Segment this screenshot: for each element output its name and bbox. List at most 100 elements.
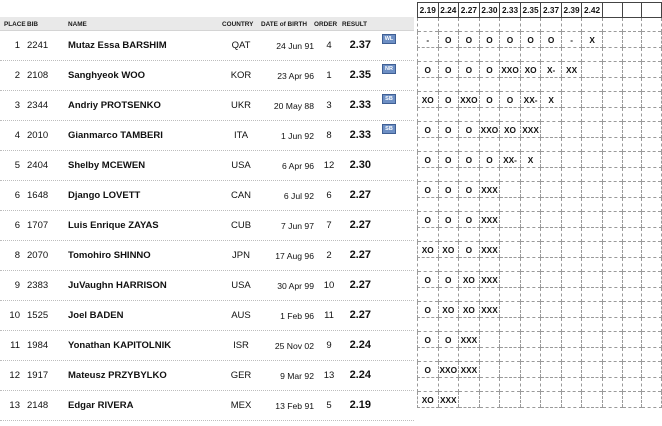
attempt-cell: O — [458, 61, 480, 78]
attempt-cell — [601, 61, 623, 78]
attempt-cell: XX- — [499, 151, 521, 168]
attempt-cell — [641, 31, 662, 48]
attempt-cell — [478, 361, 500, 378]
jump-order: 5 — [326, 400, 332, 411]
jump-order: 1 — [326, 70, 332, 81]
attempt-cell — [519, 271, 541, 288]
date-of-birth: 7 Jun 97 — [281, 221, 314, 231]
first-name: JuVaughn — [68, 280, 114, 291]
spacer-cell — [621, 107, 642, 122]
spacer-cell — [458, 107, 480, 122]
attempt-cell — [581, 361, 603, 378]
spacer-cell — [560, 47, 582, 62]
spacer-cell — [437, 47, 459, 62]
spacer-cell — [621, 227, 642, 242]
spacer-cell — [601, 317, 623, 332]
attempt-cell — [560, 241, 582, 258]
spacer-cell — [437, 17, 459, 32]
spacer-cell — [458, 347, 480, 362]
country-code: AUS — [231, 310, 251, 321]
spacer-cell — [560, 257, 582, 272]
spacer-cell — [601, 257, 623, 272]
attempt-cell — [540, 361, 562, 378]
bar-height: 2.39 — [560, 2, 583, 18]
attempts-row: O XXO XXX — [417, 361, 662, 378]
attempt-cell — [560, 301, 582, 318]
spacer-cell — [417, 167, 438, 182]
record-badge: SB — [382, 94, 396, 104]
attempt-cell: O — [540, 31, 562, 48]
bar-height: 2.27 — [458, 2, 480, 18]
spacer-cell — [621, 377, 642, 392]
bar-height — [621, 2, 643, 18]
attempt-cell: O — [417, 271, 438, 288]
spacer-cell — [601, 197, 623, 212]
spacer-cell — [581, 377, 603, 392]
row-divider — [0, 120, 414, 121]
spacer-cell — [641, 107, 662, 122]
attempt-cell — [601, 121, 623, 138]
attempt-cell: XXX — [478, 181, 500, 198]
spacer-cell — [540, 17, 562, 32]
attempt-cell: O — [478, 151, 500, 168]
header-name: NAME — [68, 21, 87, 28]
attempt-cell — [581, 241, 603, 258]
athlete-name: Sanghyeok WOO — [68, 70, 145, 82]
grid-spacer-row — [417, 377, 662, 392]
attempt-cell — [641, 331, 662, 348]
athlete-name: Tomohiro SHINNO — [68, 250, 151, 262]
attempt-cell: O — [519, 31, 541, 48]
attempt-cell: XO — [458, 271, 480, 288]
spacer-cell — [621, 317, 642, 332]
attempt-cell — [519, 301, 541, 318]
bib-number: 1525 — [27, 310, 49, 321]
attempt-cell — [540, 151, 562, 168]
attempt-cell — [581, 121, 603, 138]
attempt-cell — [540, 211, 562, 228]
attempt-cell — [601, 271, 623, 288]
spacer-cell — [540, 347, 562, 362]
attempt-cell: - — [417, 31, 438, 48]
attempt-cell — [560, 361, 582, 378]
spacer-cell — [519, 347, 541, 362]
attempt-cell — [621, 91, 642, 108]
best-result: 2.27 — [349, 279, 371, 291]
attempts-row: O O XO XXX — [417, 271, 662, 288]
spacer-cell — [540, 137, 562, 152]
spacer-cell — [581, 17, 603, 32]
last-name: TAMBERI — [120, 130, 163, 141]
result-row: 4 2010 Gianmarco TAMBERI ITA 1 Jun 92 8 2.33 SB — [0, 121, 414, 151]
attempt-cell — [621, 121, 642, 138]
spacer-cell — [540, 107, 562, 122]
athlete-name: Yonathan KAPITOLNIK — [68, 340, 171, 352]
bib-number: 2344 — [27, 100, 49, 111]
spacer-cell — [437, 77, 459, 92]
spacer-cell — [581, 107, 603, 122]
spacer-cell — [560, 347, 582, 362]
spacer-cell — [621, 347, 642, 362]
spacer-cell — [641, 77, 662, 92]
attempt-cell: O — [417, 181, 438, 198]
attempt-cell — [560, 151, 582, 168]
attempt-cell: XX- — [519, 91, 541, 108]
jump-order: 13 — [323, 370, 335, 381]
athlete-name: Andriy PROTSENKO — [68, 100, 161, 112]
spacer-cell — [437, 377, 459, 392]
spacer-cell — [540, 227, 562, 242]
spacer-cell — [601, 347, 623, 362]
attempt-cell: XO — [417, 391, 438, 408]
jump-order: 8 — [326, 130, 332, 141]
attempt-cell: O — [458, 151, 480, 168]
bar-height: 2.19 — [417, 2, 439, 18]
grid-spacer-row — [417, 257, 662, 272]
spacer-cell — [458, 197, 480, 212]
spacer-cell — [458, 17, 480, 32]
spacer-cell — [458, 47, 480, 62]
spacer-cell — [417, 227, 438, 242]
bar-height: 2.33 — [499, 2, 521, 18]
bib-number: 2010 — [27, 130, 49, 141]
athlete-name: Mateusz PRZYBYLKO — [68, 370, 167, 382]
attempt-cell: O — [417, 61, 438, 78]
spacer-cell — [478, 167, 500, 182]
bib-number: 2108 — [27, 70, 49, 81]
